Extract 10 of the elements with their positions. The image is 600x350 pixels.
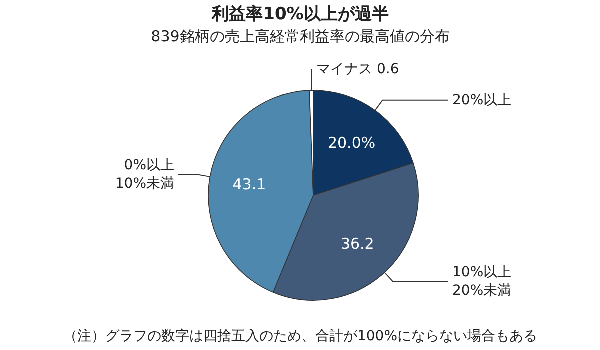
data-label: 36.2 [340, 234, 374, 253]
slice-label: 0%以上 10%未満 [115, 158, 175, 192]
chart-subtitle: 839銘柄の売上高経常利益率の最高値の分布 [151, 28, 450, 46]
data-label: 43.1 [232, 175, 266, 194]
slice-label: マイナス 0.6 [316, 62, 400, 78]
text: （注）グラフの数字は四捨五入のため、合計が100%にならない場合もある [63, 328, 538, 344]
data-label: 20.0% [328, 134, 376, 152]
slice-label: 20%以上 [452, 92, 512, 108]
slice-label: 10%以上 20%未満 [452, 264, 512, 300]
chart-title: 利益率10%以上が過半 [211, 4, 389, 24]
